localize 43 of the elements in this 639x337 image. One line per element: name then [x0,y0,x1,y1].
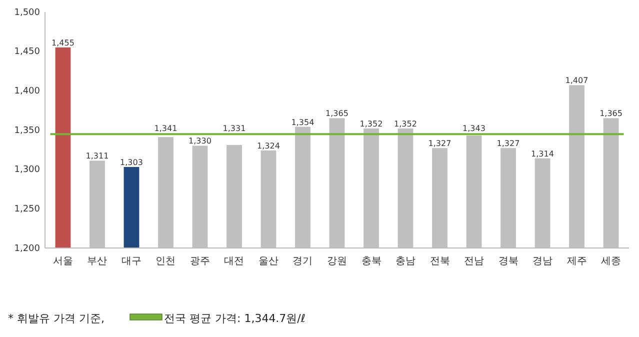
x-tick-label: 경기 [292,256,313,267]
y-tick-label: 1,500 [14,8,40,18]
x-tick-label: 울산 [258,256,278,267]
x-tick-label: 인천 [156,256,176,267]
x-tick-label: 제주 [566,256,587,267]
text: * 휘발유 가격 기준, [8,312,104,325]
y-tick-label: 1,200 [14,244,40,254]
data-label: 1,327 [496,139,520,148]
data-label: 1,330 [188,136,212,146]
x-tick-label: 부산 [87,256,108,267]
data-label: 1,354 [291,118,314,127]
x-tick-label: 세종 [601,256,622,267]
data-label: 1,331 [222,124,246,134]
x-tick-label: 충북 [361,256,382,267]
x-tick-label: 대구 [121,256,142,267]
data-label: 1,352 [394,119,417,128]
x-tick-label: 서울 [52,256,73,267]
data-label: 1,314 [531,149,554,158]
x-tick-label: 전북 [430,256,450,267]
data-label: 1,407 [565,76,588,86]
legend-label: 전국 평균 가격: 1,344.7원/ℓ [164,312,306,325]
x-tick-label: 대전 [224,256,244,267]
y-tick-label: 1,450 [14,47,40,58]
x-tick-label: 경남 [532,256,553,267]
y-tick-label: 1,300 [14,165,40,176]
data-label: 1,341 [154,124,178,134]
data-label: 1,303 [120,158,143,167]
x-tick-label: 전남 [464,256,484,267]
data-label: 1,365 [600,109,622,118]
data-label: 1,352 [360,119,383,128]
x-tick-label: 광주 [190,256,210,267]
y-tick-label: 1,250 [14,204,40,215]
x-tick-label: 경북 [498,256,518,267]
y-tick-label: 1,350 [14,126,40,136]
data-label: 1,324 [257,141,280,150]
data-label: 1,455 [52,38,74,48]
data-label: 1,311 [86,152,109,161]
x-tick-label: 강원 [327,256,347,267]
data-label: 1,365 [326,109,348,118]
y-tick-label: 1,400 [14,86,40,97]
data-label: 1,343 [462,124,486,134]
x-tick-label: 충남 [396,256,416,267]
data-label: 1,327 [428,139,452,148]
